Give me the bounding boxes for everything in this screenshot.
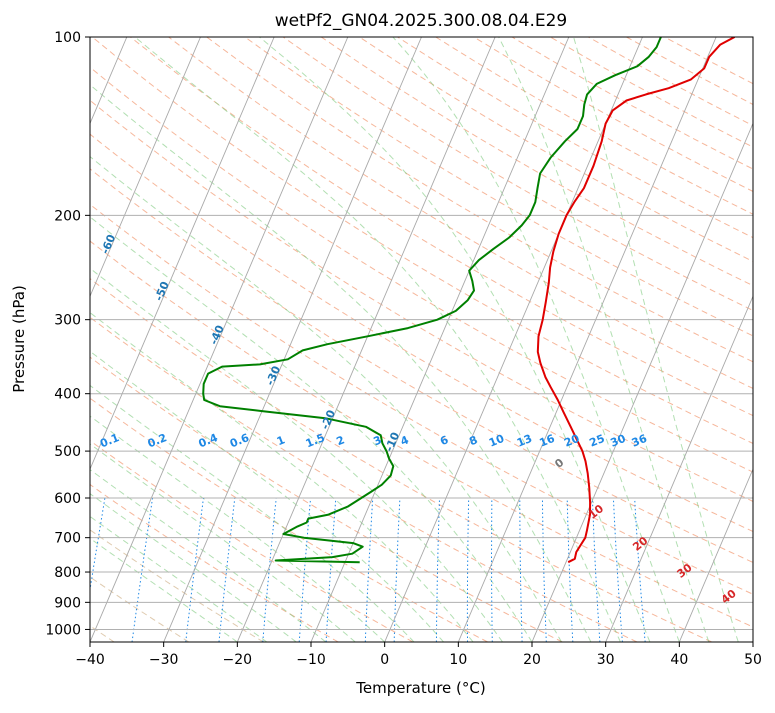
y-tick-label: 800 [54, 565, 81, 581]
y-tick-label: 200 [54, 208, 81, 224]
y-tick-label: 300 [54, 313, 81, 329]
y-tick-label: 500 [54, 444, 81, 460]
x-tick-label: 50 [744, 652, 762, 668]
x-axis-title: Temperature (°C) [355, 679, 485, 697]
y-tick-label: 900 [54, 595, 81, 611]
x-tick-label: 30 [597, 652, 615, 668]
y-tick-label: 600 [54, 491, 81, 507]
x-tick-label: −10 [296, 652, 326, 668]
x-tick-label: −20 [223, 652, 253, 668]
y-tick-label: 1000 [45, 622, 81, 638]
x-tick-label: −40 [75, 652, 105, 668]
y-tick-label: 400 [54, 387, 81, 403]
x-tick-label: 20 [523, 652, 541, 668]
x-tick-label: 40 [670, 652, 688, 668]
x-tick-label: 10 [449, 652, 467, 668]
chart-title: wetPf2_GN04.2025.300.08.04.E29 [275, 11, 567, 31]
y-tick-label: 700 [54, 531, 81, 547]
x-tick-label: 0 [380, 652, 389, 668]
y-axis-title: Pressure (hPa) [10, 285, 28, 393]
y-tick-label: 100 [54, 30, 81, 46]
x-tick-label: −30 [149, 652, 179, 668]
